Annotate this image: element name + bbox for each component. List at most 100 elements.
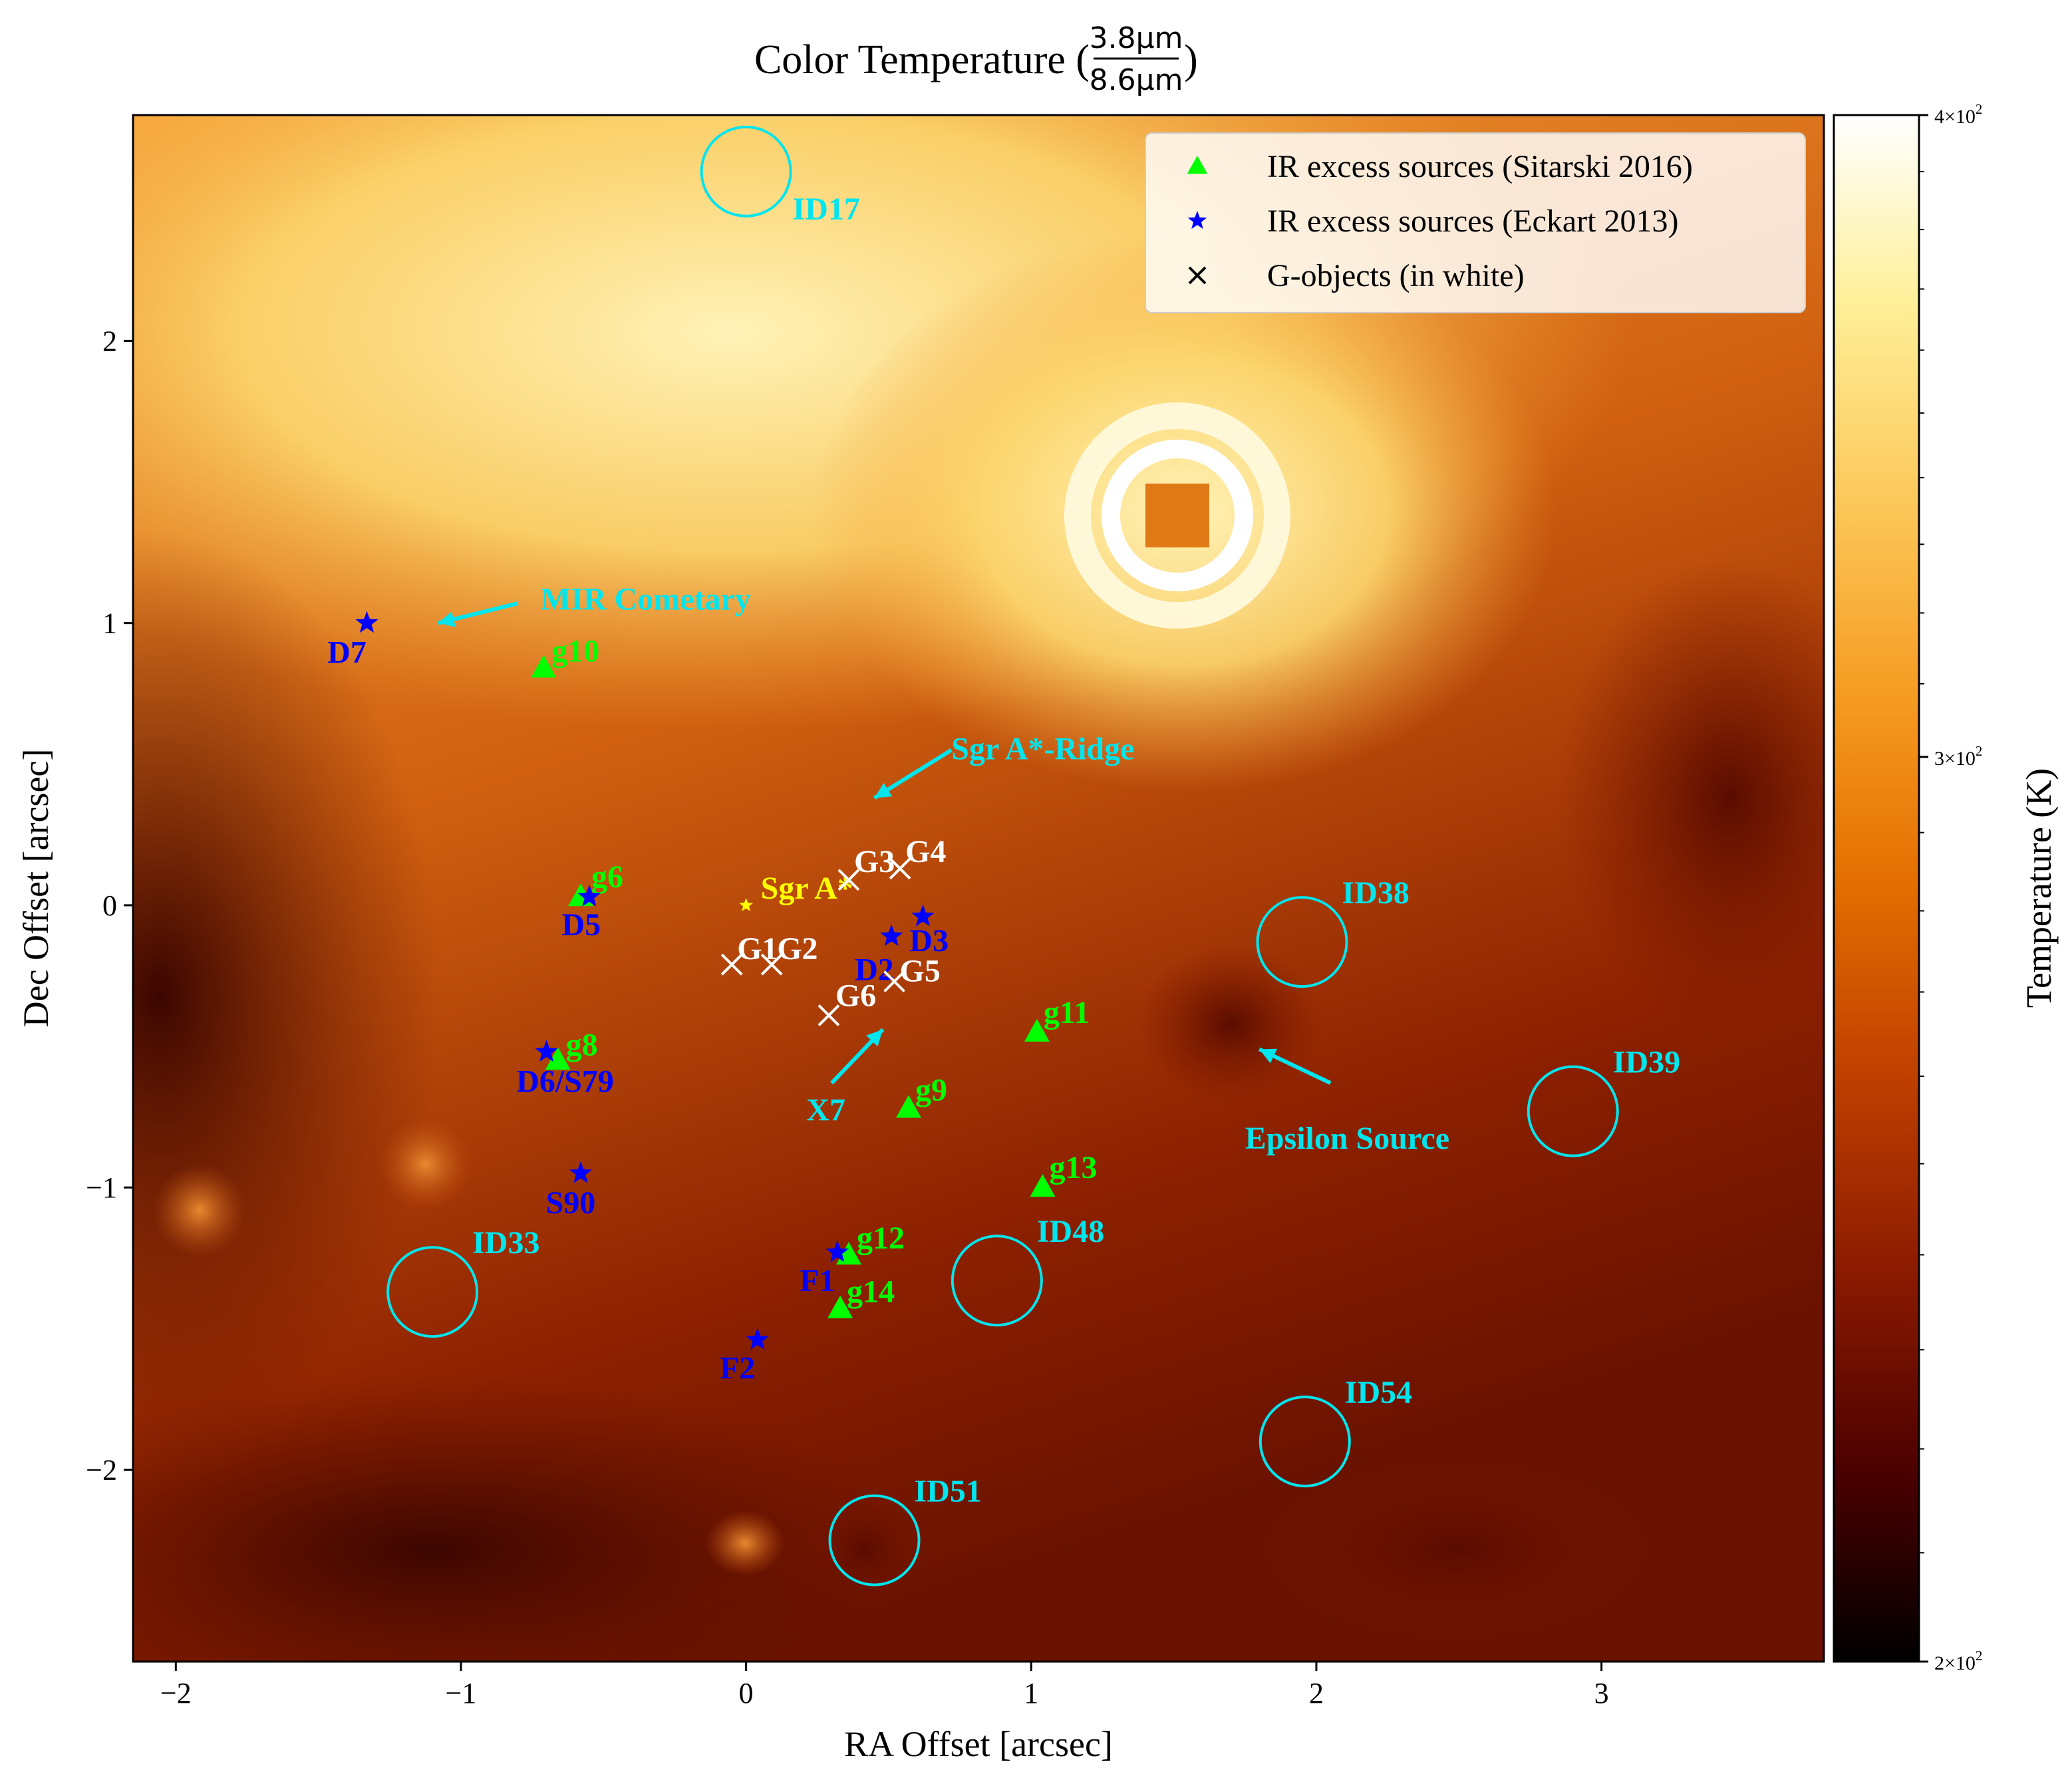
colorbar-label: Temperature (K) (2019, 768, 2059, 1008)
legend-star-marker (1187, 211, 1207, 229)
circle-marker (386, 1246, 479, 1338)
star-marker (569, 1161, 593, 1183)
point-label: g8 (566, 1027, 598, 1062)
point-g5: G5 (883, 954, 941, 992)
x-marker (837, 869, 860, 891)
sgr-a-label: Sgr A* (761, 871, 853, 906)
arrow-head (866, 1029, 883, 1047)
point-label: G6 (835, 978, 876, 1013)
y-tick-label: −2 (86, 1453, 117, 1486)
point-label: D3 (909, 923, 949, 959)
point-d2: D2 (855, 924, 903, 988)
point-g9: g9 (896, 1072, 947, 1118)
arrow-x7 (830, 1028, 885, 1085)
bright-ring (1064, 402, 1290, 629)
axes: −2 −1 0 1 2 3 −2 −1 0 1 2 RA Offset [arcsec] Dec … (16, 114, 1825, 1764)
circle-id51: ID51 (828, 1474, 982, 1586)
arrow-head (874, 782, 893, 798)
annotations: MIR Cometary Sgr A*-Ridge Epsilon Source X7… (327, 125, 1680, 1586)
point-label: F1 (800, 1263, 835, 1298)
circle-marker (1527, 1065, 1619, 1157)
triangle-marker (531, 655, 557, 678)
point-label: D2 (855, 953, 894, 988)
x-tick-label: 0 (739, 1677, 754, 1709)
point-label: g6 (591, 859, 623, 895)
circle-label: ID54 (1345, 1375, 1412, 1410)
arrow-head (438, 611, 456, 627)
bright-ring-inner (1102, 440, 1253, 591)
legend-entry-2: IR excess sources (Eckart 2013) (1187, 204, 1678, 239)
series-ir-excess-sources-eckart-2013: D7 D5 D3 D2 D6/S79 S90 F1 F2 (327, 611, 949, 1386)
colorbar-tick-label: 4×102 (1934, 101, 1982, 128)
heatmap-dark-region-2 (133, 1377, 911, 1662)
point-g3: G3 (837, 844, 895, 891)
heatmap-dark-spot-2 (1137, 945, 1324, 1104)
x-marker (760, 953, 783, 976)
star-marker (825, 1240, 849, 1262)
title-fraction-denominator: 8.6μm (1090, 63, 1183, 97)
triangle-marker (1024, 1018, 1050, 1042)
point-label: g12 (857, 1221, 905, 1256)
heatmap-dark-spot (1257, 1457, 1656, 1643)
star-marker (746, 1328, 769, 1350)
heatmap-warm-spot-3 (705, 1510, 785, 1576)
title-fraction: 3.8μm 8.6μm (1090, 21, 1183, 97)
circle-marker (700, 125, 792, 218)
point-label: g10 (551, 634, 599, 669)
circle-label: ID39 (1613, 1045, 1680, 1080)
point-g2: G2 (760, 931, 818, 976)
colorbar-ticks: 2×102 3×102 4×102 (1919, 101, 1982, 1674)
series-ir-excess-sources-sitarski-2016: g10 g6 g8 g11 g9 g13 g12 g14 (531, 634, 1097, 1318)
x-marker (817, 1004, 840, 1026)
star-marker (535, 1040, 558, 1062)
colorbar-gradient (1833, 114, 1920, 1663)
ring-core (1145, 484, 1209, 547)
circle-label: ID17 (793, 192, 860, 227)
arrow-epsilon-source (1258, 1047, 1332, 1085)
legend-label: IR excess sources (Sitarski 2016) (1267, 149, 1693, 184)
point-label: F2 (720, 1350, 755, 1386)
x-tick-label: 1 (1024, 1677, 1038, 1709)
point-label: G3 (854, 844, 895, 879)
y-tick-label: 0 (102, 889, 117, 922)
arrow-mir-cometary (437, 601, 519, 627)
circle-id39: ID39 (1527, 1045, 1680, 1157)
plot-frame (132, 114, 1825, 1663)
circle-label: ID33 (472, 1225, 539, 1260)
circle-marker (951, 1235, 1043, 1327)
x-marker (883, 970, 905, 992)
point-g8: g8 (545, 1027, 598, 1070)
point-g11: g11 (1024, 995, 1090, 1042)
point-label: g13 (1049, 1150, 1097, 1185)
point-f2: F2 (720, 1328, 769, 1386)
legend-x-marker (1188, 266, 1207, 285)
x-tick-label: −2 (160, 1677, 192, 1709)
circle-id17: ID17 (700, 125, 860, 227)
star-marker (355, 611, 378, 633)
star-marker (911, 904, 935, 927)
legend-triangle-marker (1187, 156, 1208, 174)
point-f1: F1 (800, 1240, 849, 1298)
circle-id33: ID33 (386, 1225, 539, 1338)
arrow-label-x7: X7 (806, 1092, 845, 1127)
sgr-a-marker: Sgr A* (739, 871, 853, 911)
x-tick-label: 2 (1309, 1677, 1324, 1709)
arrow-sgr-a-ridge (873, 748, 953, 800)
point-s90: S90 (546, 1161, 595, 1221)
x-axis-label: RA Offset [arcsec] (844, 1724, 1113, 1764)
star-marker (577, 885, 601, 907)
heatmap-dark-spot-3 (1556, 559, 1824, 1038)
colorbar: 2×102 3×102 4×102 Temperature (K) (1833, 101, 2059, 1674)
y-axis-label: Dec Offset [arcsec] (16, 749, 56, 1028)
point-label: G5 (900, 954, 941, 989)
x-axis-ticks: −2 −1 0 1 2 3 (160, 1662, 1609, 1709)
y-axis-ticks: −2 −1 0 1 2 (86, 325, 133, 1486)
point-label: D6/S79 (516, 1064, 614, 1100)
y-tick-label: 1 (102, 607, 117, 640)
x-marker (889, 857, 911, 880)
arrow-label-sgr-a-ridge: Sgr A*-Ridge (951, 731, 1134, 766)
x-tick-label: 3 (1594, 1677, 1609, 1709)
legend-box (1145, 132, 1806, 313)
